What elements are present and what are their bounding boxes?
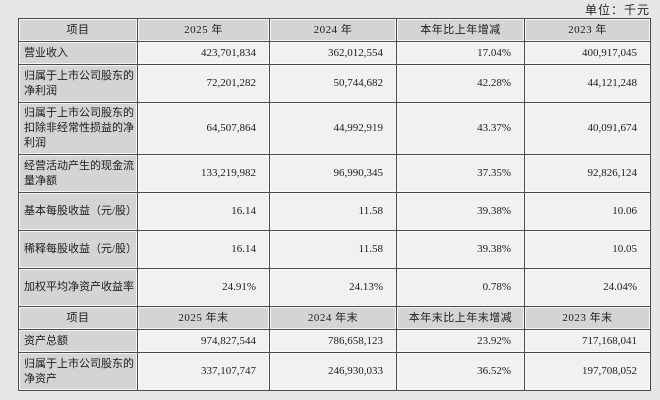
table-row-net-profit-excl-nonrecurring: 归属于上市公司股东的扣除非经常性损益的净利润 64,507,864 44,992… (18, 102, 651, 155)
header-yoy-end-change: 本年末比上年末增减 (396, 306, 525, 330)
value-2024: 362,012,554 (269, 41, 397, 65)
value-2023: 197,708,052 (524, 352, 651, 391)
table-row-total-assets: 资产总额 974,827,544 786,658,123 23.92% 717,… (18, 329, 651, 353)
value-2024: 44,992,919 (269, 102, 397, 155)
row-label: 资产总额 (18, 329, 138, 353)
value-change: 37.35% (396, 154, 525, 193)
header-2024-end: 2024 年末 (269, 306, 397, 330)
value-2023: 400,917,045 (524, 41, 651, 65)
table-row-operating-cash-flow: 经营活动产生的现金流量净额 133,219,982 96,990,345 37.… (18, 154, 651, 193)
value-2025: 974,827,544 (137, 329, 270, 353)
table-row-diluted-eps: 稀释每股收益（元/股） 16.14 11.58 39.38% 10.05 (18, 230, 651, 269)
value-2025: 72,201,282 (137, 64, 270, 103)
value-2025: 133,219,982 (137, 154, 270, 193)
value-2025: 423,701,834 (137, 41, 270, 65)
row-label: 基本每股收益（元/股） (18, 192, 138, 231)
value-2025: 24.91% (137, 268, 270, 307)
value-2025: 337,107,747 (137, 352, 270, 391)
row-label: 稀释每股收益（元/股） (18, 230, 138, 269)
value-change: 43.37% (396, 102, 525, 155)
header-2024: 2024 年 (269, 18, 397, 42)
row-label: 经营活动产生的现金流量净额 (18, 154, 138, 193)
header-yoy-change: 本年比上年增减 (396, 18, 525, 42)
value-change: 42.28% (396, 64, 525, 103)
table2-header-row: 项目 2025 年末 2024 年末 本年末比上年末增减 2023 年末 (18, 306, 651, 330)
table-row-basic-eps: 基本每股收益（元/股） 16.14 11.58 39.38% 10.06 (18, 192, 651, 231)
value-2023: 40,091,674 (524, 102, 651, 155)
unit-label: 单位：千元 (584, 3, 650, 17)
value-2023: 717,168,041 (524, 329, 651, 353)
value-change: 36.52% (396, 352, 525, 391)
value-2023: 10.06 (524, 192, 651, 231)
row-label: 营业收入 (18, 41, 138, 65)
row-label: 归属于上市公司股东的扣除非经常性损益的净利润 (18, 102, 138, 155)
header-2025: 2025 年 (137, 18, 270, 42)
value-change: 39.38% (396, 230, 525, 269)
value-2024: 96,990,345 (269, 154, 397, 193)
value-2024: 50,744,682 (269, 64, 397, 103)
value-2024: 11.58 (269, 192, 397, 231)
table-row-weighted-avg-roe: 加权平均净资产收益率 24.91% 24.13% 0.78% 24.04% (18, 268, 651, 307)
row-label: 加权平均净资产收益率 (18, 268, 138, 307)
table-row-net-profit: 归属于上市公司股东的净利润 72,201,282 50,744,682 42.2… (18, 64, 651, 103)
financial-summary-table: 项目 2025 年 2024 年 本年比上年增减 2023 年 营业收入 423… (18, 18, 651, 391)
table1-header-row: 项目 2025 年 2024 年 本年比上年增减 2023 年 (18, 18, 651, 42)
value-2025: 64,507,864 (137, 102, 270, 155)
header-2023: 2023 年 (524, 18, 651, 42)
value-2023: 44,121,248 (524, 64, 651, 103)
header-2023-end: 2023 年末 (524, 306, 651, 330)
value-2023: 24.04% (524, 268, 651, 307)
value-2025: 16.14 (137, 192, 270, 231)
value-change: 17.04% (396, 41, 525, 65)
table-row-operating-revenue: 营业收入 423,701,834 362,012,554 17.04% 400,… (18, 41, 651, 65)
row-label: 归属于上市公司股东的净资产 (18, 352, 138, 391)
value-2023: 10.05 (524, 230, 651, 269)
value-2025: 16.14 (137, 230, 270, 269)
value-2023: 92,826,124 (524, 154, 651, 193)
header-2025-end: 2025 年末 (137, 306, 270, 330)
header-item: 项目 (18, 18, 138, 42)
value-2024: 24.13% (269, 268, 397, 307)
value-change: 0.78% (396, 268, 525, 307)
table-row-net-assets: 归属于上市公司股东的净资产 337,107,747 246,930,033 36… (18, 352, 651, 391)
value-change: 23.92% (396, 329, 525, 353)
value-2024: 11.58 (269, 230, 397, 269)
value-2024: 786,658,123 (269, 329, 397, 353)
row-label: 归属于上市公司股东的净利润 (18, 64, 138, 103)
value-2024: 246,930,033 (269, 352, 397, 391)
value-change: 39.38% (396, 192, 525, 231)
header-item: 项目 (18, 306, 138, 330)
